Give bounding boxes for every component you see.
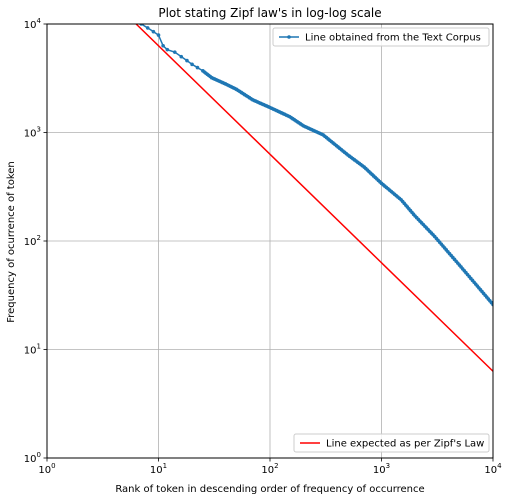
x-tick-label: 101 — [150, 462, 167, 476]
legend-zipf-label: Line expected as per Zipf's Law — [326, 439, 484, 450]
corpus-point — [145, 26, 150, 30]
grid — [46, 23, 494, 459]
x-tick-label: 104 — [484, 462, 502, 476]
corpus-point — [185, 58, 189, 63]
y-tick-label: 104 — [24, 17, 42, 31]
ticks: 100 101 102 103 104 100 101 102 103 104 — [24, 17, 502, 476]
zipf-expected-line — [135, 24, 493, 372]
corpus-point — [190, 62, 194, 67]
corpus-series-line — [140, 24, 493, 305]
corpus-point — [151, 29, 156, 34]
corpus-point — [161, 43, 165, 48]
x-tick-label: 103 — [373, 462, 390, 476]
x-tick-label: 100 — [38, 462, 55, 476]
chart-title: Plot stating Zipf law's in log-log scale — [158, 6, 381, 20]
series-layer — [135, 24, 493, 372]
legend-corpus-label: Line obtained from the Text Corpus — [305, 33, 481, 44]
legend-corpus: Line obtained from the Text Corpus — [272, 27, 490, 47]
y-tick-label: 101 — [24, 343, 41, 357]
legend-zipf-frame — [293, 433, 490, 453]
corpus-point — [179, 54, 184, 59]
y-tick-label: 102 — [24, 234, 41, 248]
legend-zipf: Line expected as per Zipf's Law — [293, 433, 490, 453]
x-tick-label: 102 — [261, 462, 278, 476]
x-axis-title: Rank of token in descending order of fre… — [115, 484, 424, 495]
corpus-point — [195, 65, 200, 70]
legend-corpus-frame — [272, 27, 490, 47]
legends: Line obtained from the Text Corpus Line e… — [272, 27, 490, 453]
y-tick-label: 103 — [24, 126, 41, 140]
corpus-point — [165, 47, 170, 52]
y-axis-title: Frequency of ocurrence of token — [6, 161, 17, 323]
y-tick-label: 100 — [24, 451, 41, 465]
legend-corpus-marker — [287, 35, 291, 39]
corpus-point — [172, 50, 177, 54]
corpus-point — [156, 33, 161, 37]
